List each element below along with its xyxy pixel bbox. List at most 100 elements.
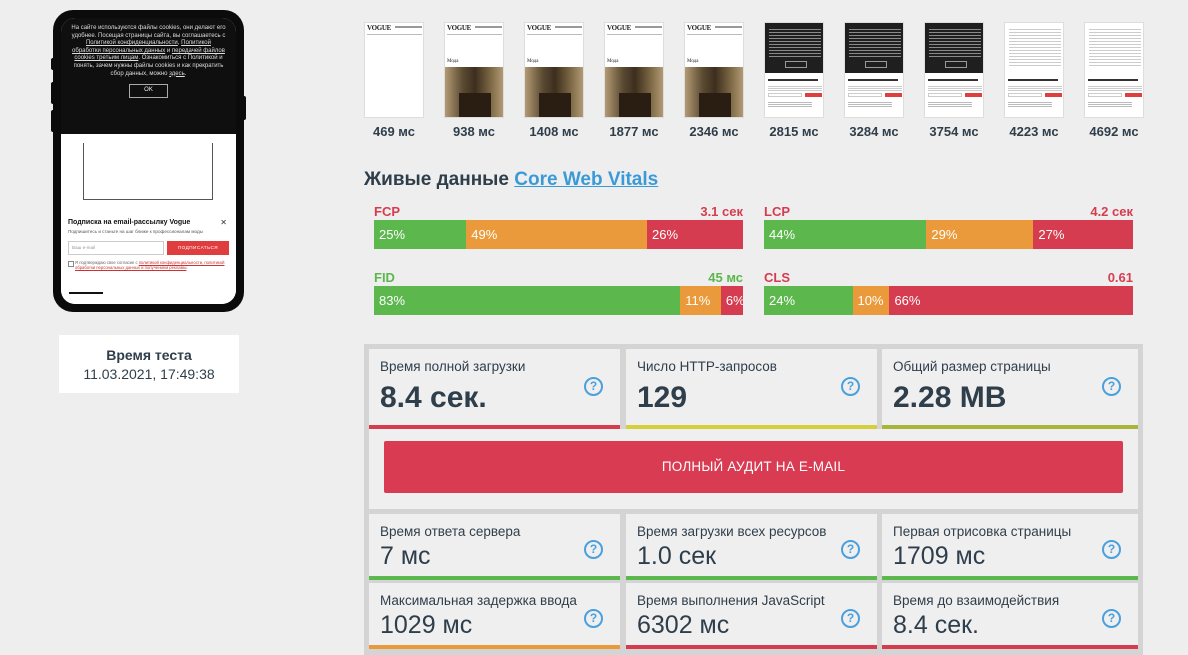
- filmstrip-thumbnail: [764, 22, 824, 118]
- vogue-logo: VOGUE: [447, 24, 472, 32]
- filmstrip-frame[interactable]: 4692 мс: [1084, 22, 1144, 139]
- metric-name: LCP: [764, 204, 790, 219]
- status-line: [882, 645, 1138, 649]
- filmstrip-time-label: 1408 мс: [529, 124, 579, 139]
- thumbnail-button: [1125, 93, 1142, 97]
- menu-icon: [635, 26, 662, 28]
- cookie-link-here[interactable]: здесь: [169, 70, 185, 77]
- cookie-ok-button[interactable]: OK: [129, 84, 168, 98]
- question-circle-icon[interactable]: ?: [584, 609, 603, 628]
- filmstrip-time-label: 3754 мс: [929, 124, 979, 139]
- thumbnail-title: [1008, 79, 1058, 81]
- thumbnail-legal: [768, 101, 812, 107]
- cwv-title: Живые данные Core Web Vitals: [364, 169, 658, 191]
- stat-value: 2.28 MB: [893, 381, 1007, 414]
- thumbnail-title: [1088, 79, 1138, 81]
- question-circle-icon[interactable]: ?: [1102, 540, 1121, 559]
- cookie-link-third-party[interactable]: передачей файлов cookies третьим лицам: [74, 47, 225, 62]
- segment-good: 24%: [764, 286, 853, 315]
- stat-value: 7 мс: [380, 542, 431, 570]
- cookie-link-privacy[interactable]: Политикой конфиденциальности: [85, 40, 178, 47]
- cookie-text: На сайте используются файлы cookies, они…: [71, 25, 226, 39]
- question-circle-icon[interactable]: ?: [841, 377, 860, 396]
- filmstrip-thumbnail: VOGUE Мода: [444, 22, 504, 118]
- metric-fid: FID 45 мс 83% 11% 6%: [374, 270, 743, 315]
- thumbnail-photo: [445, 67, 503, 117]
- nav-line: [607, 34, 662, 36]
- question-circle-icon[interactable]: ?: [1102, 377, 1121, 396]
- menu-icon: [395, 26, 422, 28]
- question-circle-icon[interactable]: ?: [584, 377, 603, 396]
- filmstrip-frame[interactable]: VOGUE Мода 2346 мс: [684, 22, 744, 139]
- thumbnail-photo: [685, 67, 743, 117]
- thumbnail-legal: [1008, 101, 1052, 107]
- subscribe-button[interactable]: ПОДПИСАТЬСЯ: [167, 240, 229, 255]
- filmstrip-time-label: 938 мс: [453, 124, 495, 139]
- thumbnail-header: [845, 23, 903, 73]
- consent-end: .: [186, 264, 188, 270]
- full-audit-button[interactable]: ПОЛНЫЙ АУДИТ НА E-MAIL: [384, 441, 1123, 493]
- phone-mute-button: [51, 58, 57, 70]
- filmstrip-time-label: 1877 мс: [609, 124, 659, 139]
- thumbnail-text: [1008, 85, 1062, 91]
- thumbnail-header: [765, 23, 823, 73]
- segment-good: 44%: [764, 220, 927, 249]
- filmstrip-thumbnail: VOGUE Мода: [684, 22, 744, 118]
- subscribe-popup: Подписка на email-рассылку Vogue ✕ Подпи…: [61, 215, 236, 304]
- filmstrip-frame[interactable]: VOGUE Мода 1408 мс: [524, 22, 584, 139]
- filmstrip-thumbnail: VOGUE Мода: [524, 22, 584, 118]
- question-circle-icon[interactable]: ?: [841, 540, 860, 559]
- stat-label: Время до взаимодействия: [893, 593, 1060, 608]
- cwv-link[interactable]: Core Web Vitals: [514, 169, 659, 190]
- vogue-logo: VOGUE: [367, 24, 392, 32]
- thumbnail-legal: [848, 101, 892, 107]
- thumbnail-input: [1008, 93, 1042, 97]
- stat-card: Максимальная задержка ввода 1029 мс?: [369, 583, 620, 649]
- consent-link[interactable]: политикой конфиденциальности, политикой …: [75, 259, 225, 270]
- thumbnail-title: [768, 79, 818, 81]
- filmstrip-frame[interactable]: 2815 мс: [764, 22, 824, 139]
- section-label: Мода: [607, 59, 619, 64]
- filmstrip-frame[interactable]: VOGUE Мода 938 мс: [444, 22, 504, 139]
- menu-icon: [555, 26, 582, 28]
- filmstrip-thumbnail: VOGUE Мода: [604, 22, 664, 118]
- thumbnail-text: [848, 85, 902, 91]
- stat-label: Число HTTP-запросов: [637, 359, 777, 374]
- filmstrip-frame[interactable]: VOGUE Мода 1877 мс: [604, 22, 664, 139]
- stat-label: Время ответа сервера: [380, 524, 521, 539]
- email-input[interactable]: Ваш e-mail: [68, 240, 164, 255]
- nav-line: [687, 34, 742, 36]
- menu-icon: [475, 26, 502, 28]
- close-icon[interactable]: ✕: [220, 218, 227, 227]
- stat-label: Время выполнения JavaScript: [637, 593, 825, 608]
- thumbnail-title: [848, 79, 898, 81]
- question-circle-icon[interactable]: ?: [584, 540, 603, 559]
- segment-needs-improvement: 29%: [926, 220, 1034, 249]
- question-circle-icon[interactable]: ?: [1102, 609, 1121, 628]
- filmstrip-frame[interactable]: 3754 мс: [924, 22, 984, 139]
- consent-checkbox[interactable]: Я подтверждаю свое согласие с политикой …: [68, 260, 229, 270]
- filmstrip-frame[interactable]: VOGUE 469 мс: [364, 22, 424, 139]
- thumbnail-text: [928, 85, 982, 91]
- filmstrip-frame[interactable]: 4223 мс: [1004, 22, 1064, 139]
- cookie-link-personal-data[interactable]: Политикой обработки персональных данных: [72, 40, 211, 54]
- segment-poor: 27%: [1033, 220, 1133, 249]
- thumbnail-title: [928, 79, 978, 81]
- phone-preview: На сайте используются файлы cookies, они…: [51, 10, 246, 312]
- distribution-bar: 83% 11% 6%: [374, 286, 743, 315]
- status-line: [626, 576, 877, 580]
- metric-name: CLS: [764, 270, 790, 285]
- stat-label: Время загрузки всех ресурсов: [637, 524, 827, 539]
- metric-value: 3.1 сек: [700, 204, 743, 219]
- subscribe-title: Подписка на email-рассылку Vogue: [68, 219, 191, 226]
- thumbnail-header: [1085, 23, 1143, 73]
- stat-card: Общий размер страницы 2.28 MB?: [882, 349, 1138, 429]
- status-line: [882, 425, 1138, 429]
- segment-needs-improvement: 49%: [466, 220, 648, 249]
- thumbnail-input: [1088, 93, 1122, 97]
- question-circle-icon[interactable]: ?: [841, 609, 860, 628]
- cwv-title-prefix: Живые данные: [364, 169, 515, 190]
- filmstrip-frame[interactable]: 3284 мс: [844, 22, 904, 139]
- stat-card: Первая отрисовка страницы 1709 мс?: [882, 514, 1138, 580]
- distribution-bar: 44% 29% 27%: [764, 220, 1133, 249]
